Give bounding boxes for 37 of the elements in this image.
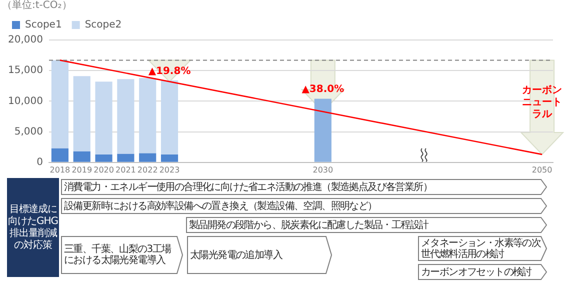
y-tick-label: 20,000 [8, 34, 43, 46]
text: 目標達成に向けたGHG排出量削減の対応策 [7, 204, 59, 252]
text: 三重、千葉、山梨の3工場における太陽光発電導入 [64, 244, 172, 266]
bar [73, 151, 90, 162]
text: カーボンオフセットの検討 [421, 266, 532, 278]
x-tick-label: 2021 [116, 165, 136, 174]
text: 太陽光発電の追加導入 [190, 250, 282, 260]
bar [160, 154, 178, 162]
text: （単位:t-CO₂） [2, 0, 72, 11]
x-tick-label: 2050 [532, 165, 552, 174]
bar [51, 60, 68, 148]
annotation: ▲19.8% [148, 66, 191, 78]
bar [117, 79, 134, 154]
legend-label: Scope1 [25, 20, 62, 31]
x-tick-label: 2022 [137, 165, 158, 174]
y-tick-label: 10,000 [8, 96, 43, 107]
x-tick-label: 2030 [312, 165, 334, 174]
legend-label: Scope2 [84, 20, 122, 31]
y-tick-label: 0 [36, 156, 43, 168]
annotation: カーボンニュートラル [522, 84, 562, 120]
bar [117, 154, 134, 162]
text: 製品開発の段階から、脱炭素化に配慮した製品・工程設計 [189, 220, 428, 230]
x-tick-label: 2023 [159, 165, 180, 174]
annotation: ▲38.0% [302, 84, 344, 96]
y-tick-label: 15,000 [8, 65, 43, 76]
x-tick-label: 2019 [72, 165, 92, 174]
text: メタネーション・水素等の次世代燃料活用の検討 [421, 238, 541, 260]
text: 設備更新時における高効率設備への置き換え（製造設備、空調、照明など） [64, 200, 377, 212]
text: 消費電力・エネルギー使用の合理化に向けた省エネ活動の推進（製造拠点及び各営業所） [64, 182, 432, 192]
bar [95, 154, 112, 162]
bar [139, 153, 156, 162]
bar [51, 148, 68, 162]
bar [73, 76, 90, 152]
x-tick-label: 2020 [94, 165, 114, 174]
x-tick-label: 2018 [50, 165, 70, 174]
bar [95, 82, 112, 154]
y-tick-label: 5,000 [14, 126, 43, 138]
